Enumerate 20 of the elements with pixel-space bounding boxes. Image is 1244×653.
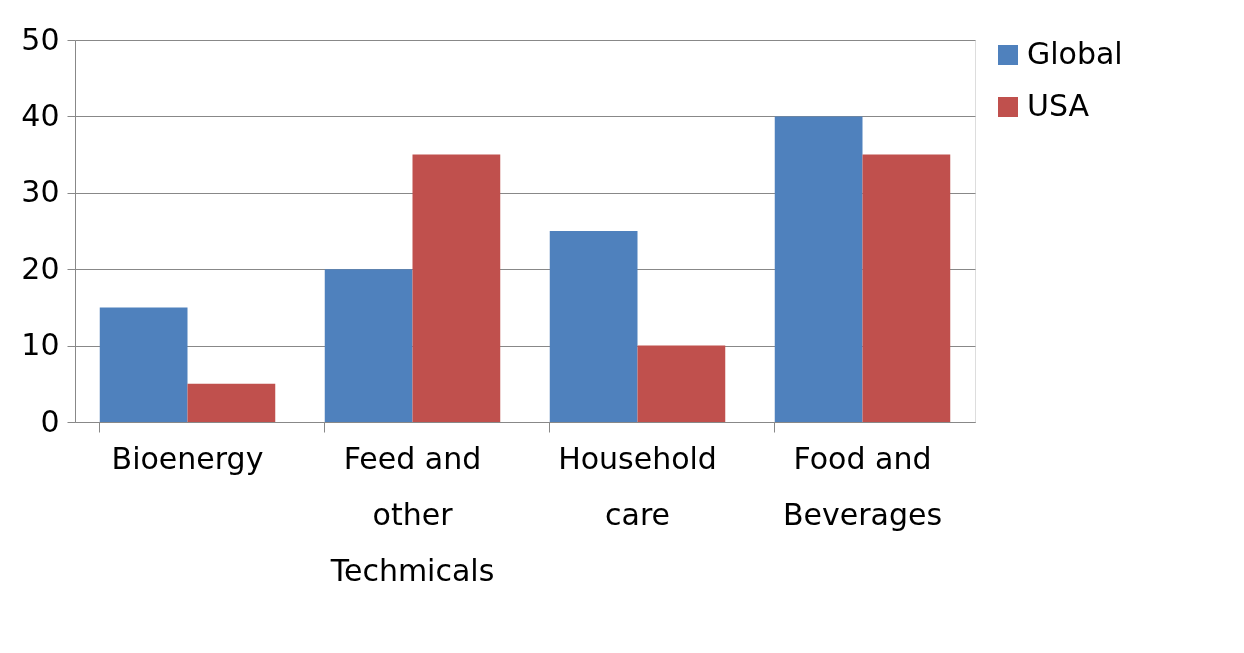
bar (324, 269, 413, 422)
y-tick-label: 0 (40, 403, 60, 439)
x-tick-label: Bioenergy (111, 440, 264, 476)
bar (187, 383, 276, 422)
x-tick-label: Food and Beverages (782, 440, 943, 532)
legend-label: USA (1027, 88, 1090, 123)
y-tick-label: 50 (21, 21, 60, 57)
bar (862, 154, 951, 422)
legend-label: Global (1027, 36, 1123, 71)
bar (99, 307, 188, 422)
bar (549, 231, 638, 422)
x-tick-label: Household care (558, 440, 717, 532)
bar (774, 116, 863, 422)
x-tick-label: Feed and other Techmicals (329, 440, 495, 588)
y-tick-label: 10 (21, 327, 60, 363)
y-tick-label: 40 (21, 97, 60, 133)
bar (412, 154, 501, 422)
bar (637, 345, 726, 422)
y-tick-label: 20 (21, 250, 60, 286)
y-tick-label: 30 (21, 174, 60, 210)
